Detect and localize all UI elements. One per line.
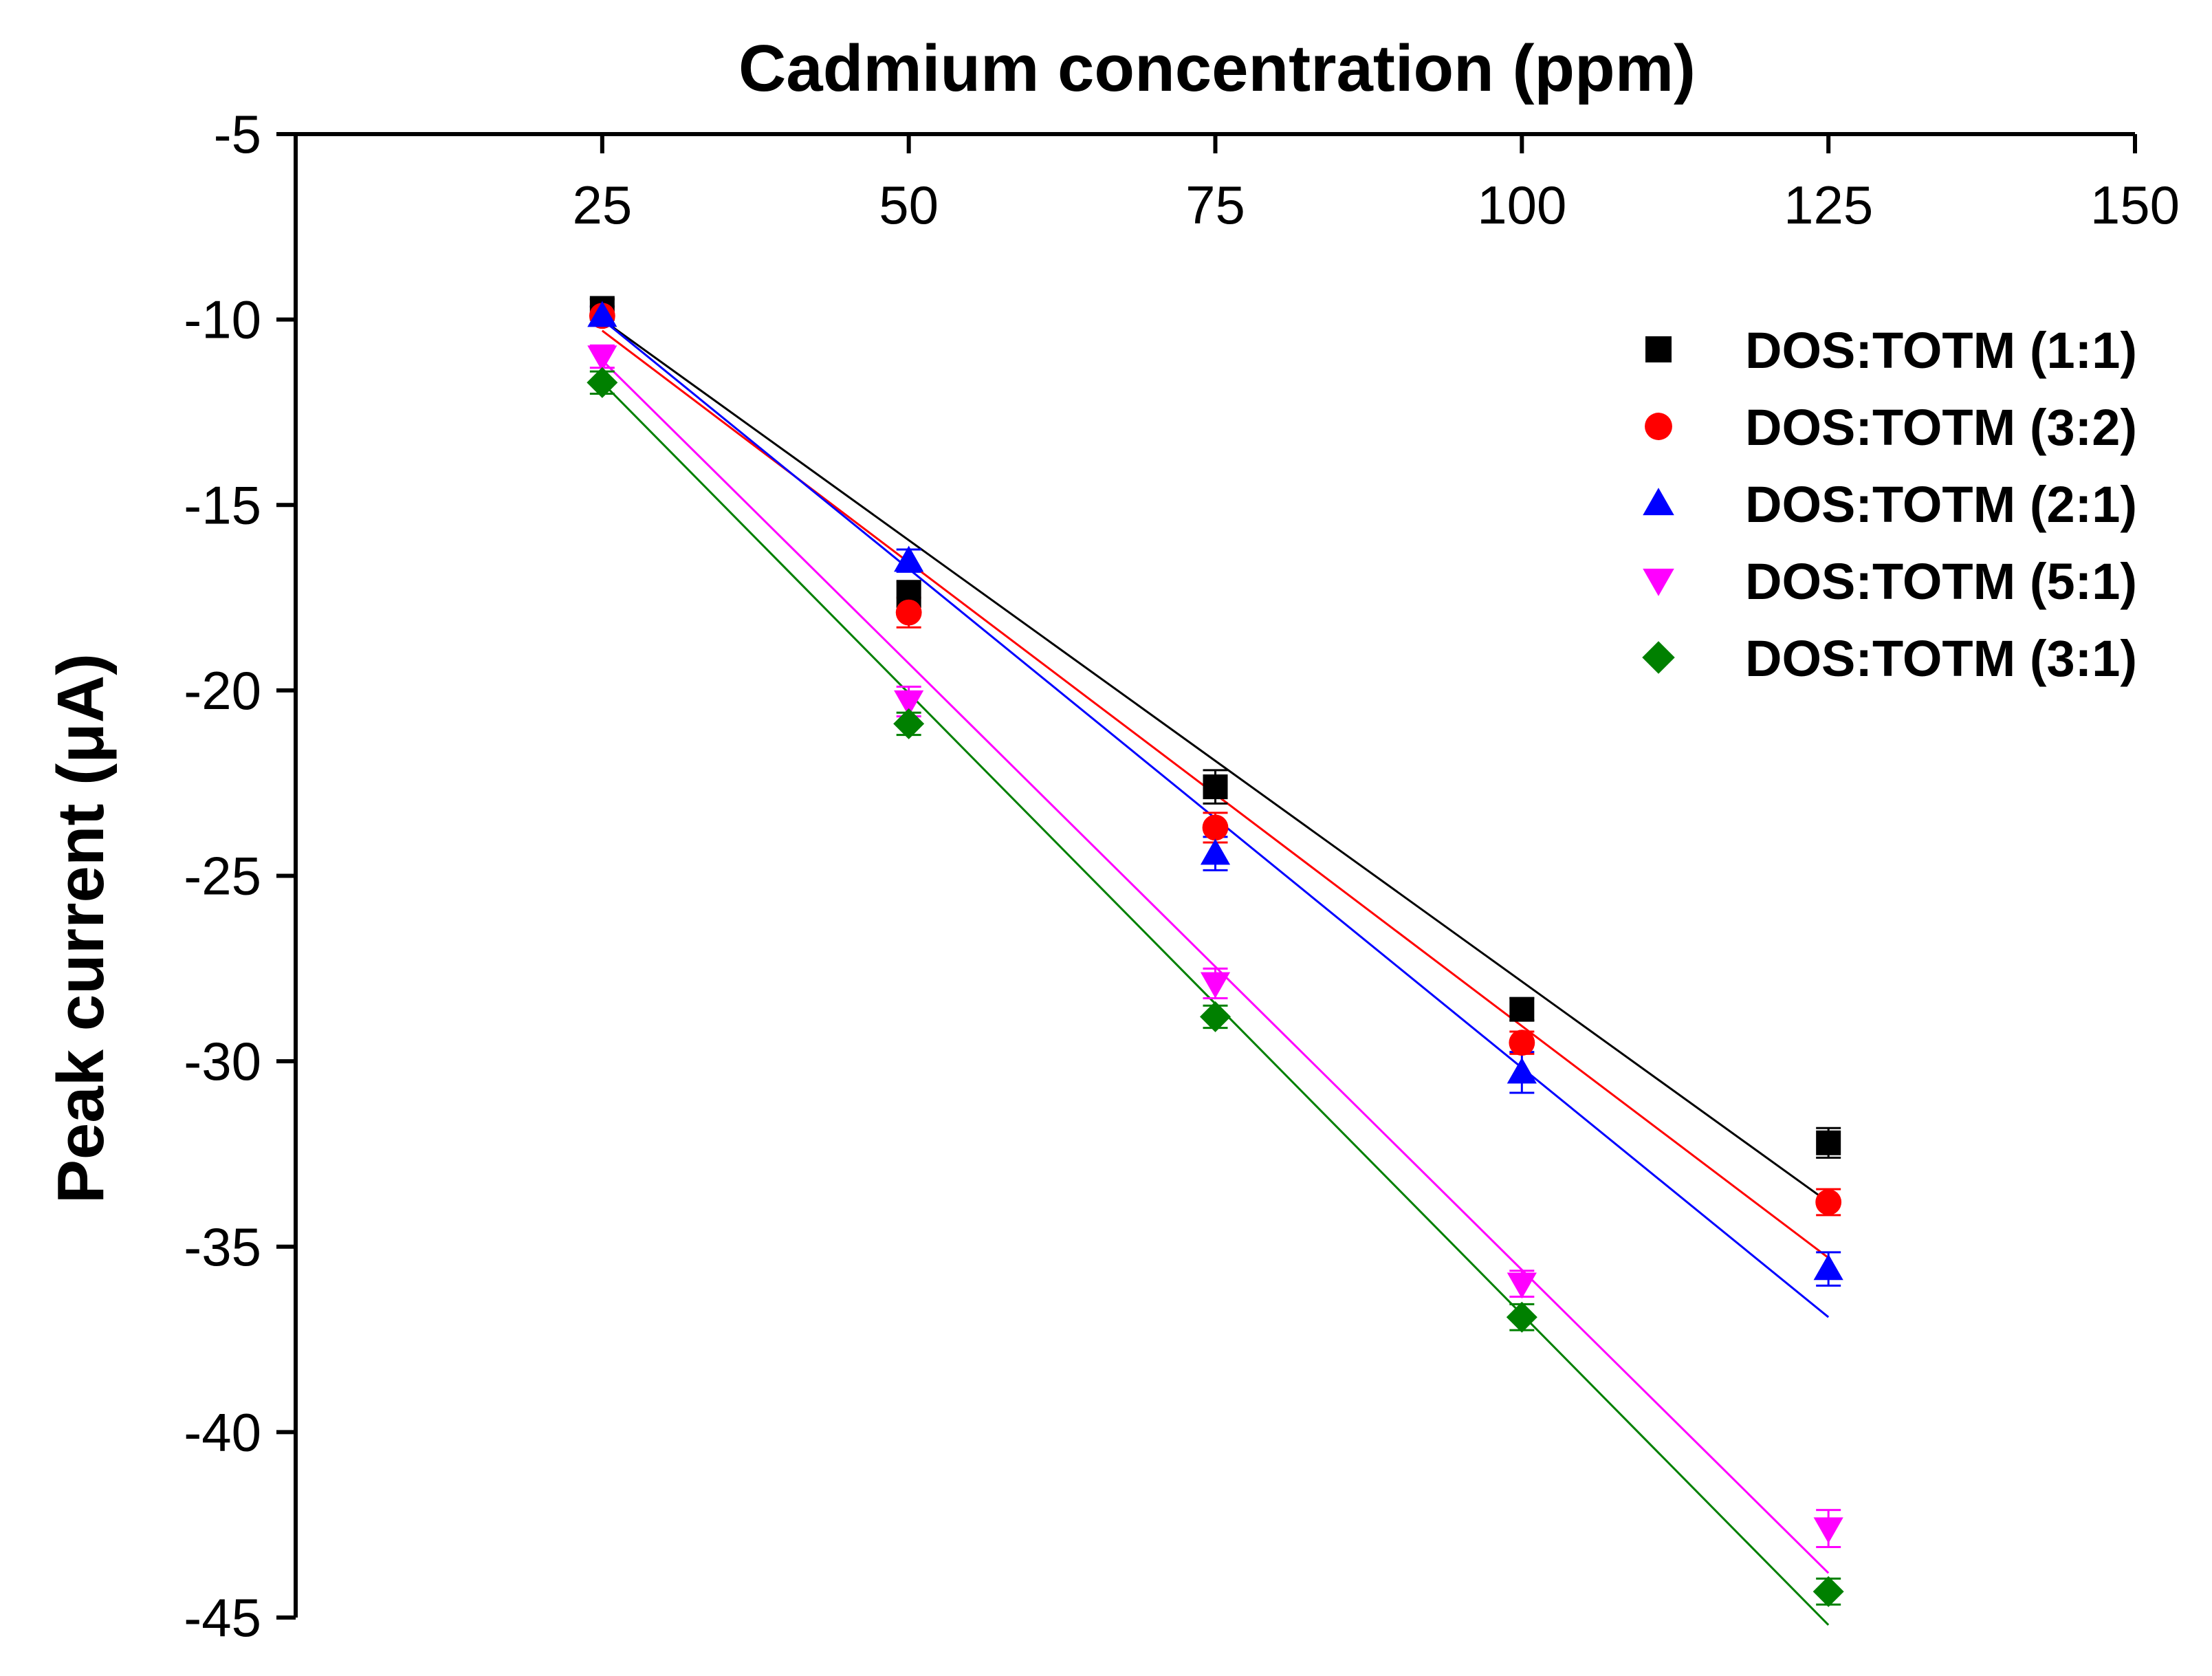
data-point-dos-totm-3-1-100 [1506, 1301, 1537, 1333]
legend-marker-dos-totm-2-1 [1643, 488, 1674, 516]
legend-label-dos-totm-3-2: DOS:TOTM (3:2) [1745, 399, 2137, 456]
data-point-dos-totm-1-1-125 [1816, 1130, 1841, 1155]
y-tick-label--35: -35 [184, 1217, 261, 1277]
x-tick-label-125: 125 [1784, 175, 1873, 235]
legend-label-dos-totm-3-1: DOS:TOTM (3:1) [1745, 630, 2137, 687]
y-tick-label--5: -5 [214, 104, 261, 164]
data-point-dos-totm-3-1-125 [1813, 1576, 1844, 1607]
axes: 25 50 75 100 125 150 -5 -10 -15 -20 -25 -30 -35 -40 -4… [44, 32, 2180, 1648]
y-axis-title: Peak current (μA) [44, 653, 118, 1204]
data-point-dos-totm-3-2-100 [1509, 1030, 1535, 1056]
x-axis-title: Cadmium concentration (ppm) [738, 32, 1696, 105]
data-markers [587, 296, 1844, 1607]
y-tick-label--40: -40 [184, 1402, 261, 1462]
y-tick-label--45: -45 [184, 1587, 261, 1648]
data-point-dos-totm-5-1-50 [894, 690, 924, 717]
data-point-dos-totm-5-1-125 [1813, 1517, 1843, 1544]
data-point-dos-totm-1-1-100 [1509, 997, 1535, 1022]
y-tick-label--25: -25 [184, 846, 261, 906]
legend-item-dos-totm-3-1: DOS:TOTM (3:1) [1642, 630, 2137, 687]
data-point-dos-totm-3-2-50 [895, 599, 922, 626]
data-point-dos-totm-3-2-75 [1202, 814, 1229, 841]
legend-label-dos-totm-5-1: DOS:TOTM (5:1) [1745, 553, 2137, 610]
x-tick-label-25: 25 [572, 175, 632, 235]
data-point-dos-totm-3-1-25 [587, 367, 618, 398]
legend: DOS:TOTM (1:1) DOS:TOTM (3:2) DOS:TOTM (2:… [1642, 322, 2137, 687]
data-point-dos-totm-2-1-100 [1507, 1057, 1537, 1084]
data-point-dos-totm-2-1-50 [894, 545, 924, 572]
y-tick-label--20: -20 [184, 660, 261, 721]
data-point-dos-totm-5-1-75 [1200, 972, 1231, 999]
x-tick-label-150: 150 [2090, 175, 2180, 235]
data-point-dos-totm-5-1-100 [1507, 1272, 1537, 1299]
data-point-dos-totm-2-1-25 [587, 301, 617, 327]
fit-line-dos-totm-1-1 [601, 318, 1830, 1204]
data-point-dos-totm-1-1-75 [1203, 774, 1228, 800]
legend-item-dos-totm-3-2: DOS:TOTM (3:2) [1645, 399, 2137, 456]
error-bars [589, 298, 1841, 1606]
legend-marker-dos-totm-5-1 [1643, 568, 1674, 596]
data-point-dos-totm-3-1-75 [1200, 1001, 1231, 1032]
data-point-dos-totm-2-1-75 [1200, 838, 1231, 865]
legend-marker-dos-totm-1-1 [1645, 336, 1672, 362]
fit-line-dos-totm-5-1 [601, 359, 1830, 1574]
data-point-dos-totm-2-1-125 [1813, 1254, 1843, 1281]
legend-item-dos-totm-5-1: DOS:TOTM (5:1) [1643, 553, 2137, 610]
legend-item-dos-totm-1-1: DOS:TOTM (1:1) [1645, 322, 2137, 379]
legend-label-dos-totm-2-1: DOS:TOTM (2:1) [1745, 476, 2137, 533]
x-tick-label-75: 75 [1185, 175, 1245, 235]
y-tick-label--10: -10 [184, 290, 261, 350]
data-point-dos-totm-3-2-125 [1815, 1189, 1842, 1215]
data-point-dos-totm-5-1-25 [587, 345, 617, 372]
x-tick-label-50: 50 [879, 175, 939, 235]
legend-marker-dos-totm-3-2 [1645, 413, 1672, 440]
y-tick-label--30: -30 [184, 1031, 261, 1091]
data-point-dos-totm-3-1-50 [893, 708, 925, 739]
y-tick-label--15: -15 [184, 475, 261, 535]
legend-label-dos-totm-1-1: DOS:TOTM (1:1) [1745, 322, 2137, 379]
x-tick-label-100: 100 [1477, 175, 1566, 235]
legend-marker-dos-totm-3-1 [1642, 641, 1675, 674]
legend-item-dos-totm-2-1: DOS:TOTM (2:1) [1643, 476, 2137, 533]
